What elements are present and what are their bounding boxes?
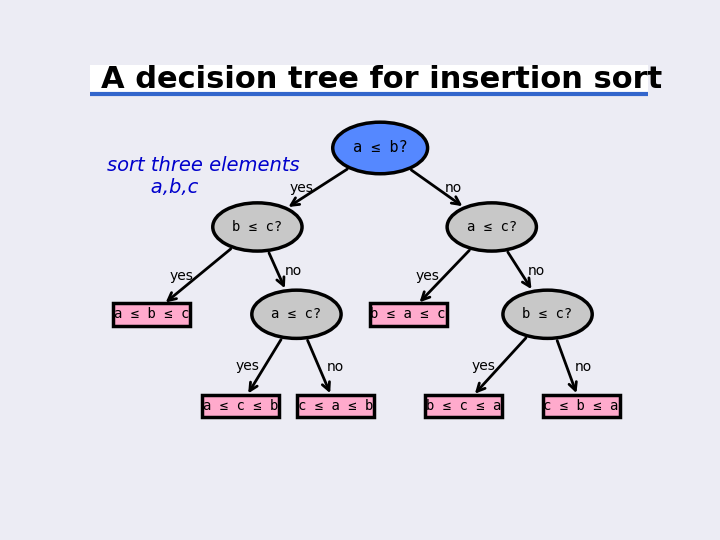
Text: a ≤ c ≤ b: a ≤ c ≤ b — [203, 399, 279, 413]
Ellipse shape — [213, 203, 302, 251]
Ellipse shape — [447, 203, 536, 251]
Text: no: no — [285, 264, 302, 278]
Text: b ≤ a ≤ c: b ≤ a ≤ c — [370, 307, 446, 321]
FancyBboxPatch shape — [369, 303, 446, 326]
FancyBboxPatch shape — [426, 395, 503, 417]
FancyBboxPatch shape — [297, 395, 374, 417]
Text: no: no — [327, 360, 344, 374]
Text: b ≤ c?: b ≤ c? — [233, 220, 282, 234]
Text: A decision tree for insertion sort: A decision tree for insertion sort — [101, 65, 662, 94]
FancyBboxPatch shape — [202, 395, 279, 417]
Text: sort three elements
       a,b,c: sort three elements a,b,c — [107, 156, 300, 197]
Text: c ≤ a ≤ b: c ≤ a ≤ b — [298, 399, 373, 413]
Text: a ≤ b?: a ≤ b? — [353, 140, 408, 156]
Text: a ≤ c?: a ≤ c? — [271, 307, 322, 321]
Text: c ≤ b ≤ a: c ≤ b ≤ a — [544, 399, 618, 413]
Ellipse shape — [333, 122, 428, 174]
Text: no: no — [445, 181, 462, 195]
Text: yes: yes — [415, 269, 440, 284]
Ellipse shape — [503, 290, 592, 339]
Bar — [90, 65, 648, 94]
Text: b ≤ c ≤ a: b ≤ c ≤ a — [426, 399, 502, 413]
Text: a ≤ b ≤ c: a ≤ b ≤ c — [114, 307, 189, 321]
Text: a ≤ c?: a ≤ c? — [467, 220, 517, 234]
FancyBboxPatch shape — [113, 303, 190, 326]
Text: yes: yes — [289, 181, 313, 195]
Text: no: no — [575, 360, 592, 374]
Text: no: no — [528, 264, 545, 278]
Ellipse shape — [252, 290, 341, 339]
Text: yes: yes — [236, 360, 260, 374]
Text: yes: yes — [472, 359, 495, 373]
Text: yes: yes — [169, 269, 194, 283]
Text: b ≤ c?: b ≤ c? — [523, 307, 572, 321]
FancyBboxPatch shape — [543, 395, 619, 417]
